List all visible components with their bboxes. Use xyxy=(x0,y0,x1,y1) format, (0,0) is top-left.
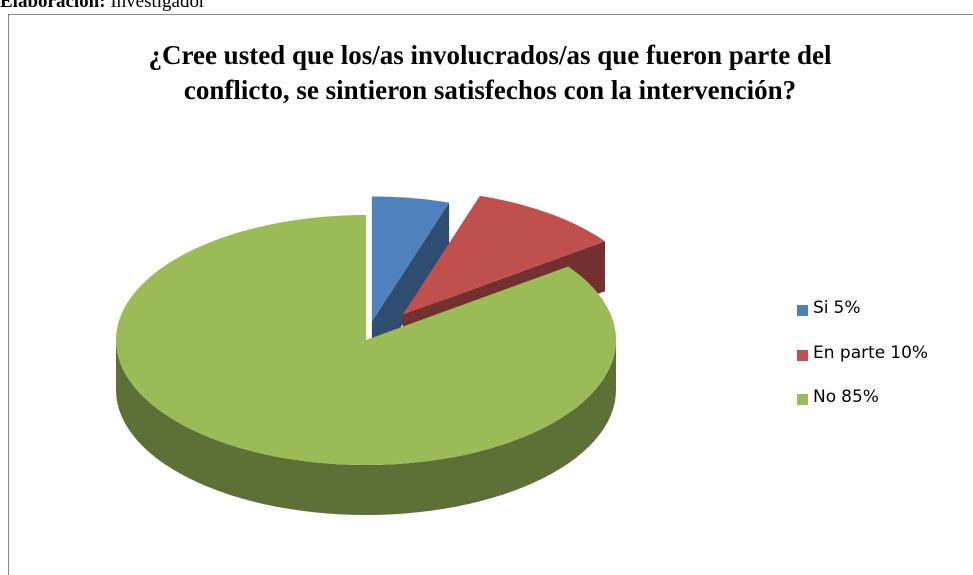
slice xyxy=(371,196,450,322)
slice-wall xyxy=(371,202,450,372)
source-text: Investigador xyxy=(110,0,206,12)
legend-item: En parte 10% xyxy=(797,343,928,388)
legend-item: Si 5% xyxy=(797,298,928,343)
legend-item: No 85% xyxy=(797,387,928,432)
legend: Si 5% En parte 10% No 85% xyxy=(797,298,928,432)
slice-side xyxy=(116,340,616,515)
legend-swatch xyxy=(797,394,808,405)
source-label: Elaboración: xyxy=(0,0,106,12)
slice xyxy=(116,215,616,465)
chart xyxy=(116,195,616,515)
source-note: Elaboración: Investigador xyxy=(0,0,205,13)
legend-swatch xyxy=(797,349,808,361)
legend-value: 10% xyxy=(890,342,929,363)
chart-title: ¿Cree usted que los/as involucrados/as q… xyxy=(148,40,832,105)
legend-label: Si xyxy=(813,298,829,318)
chart-frame xyxy=(8,14,973,575)
legend-value: 85% xyxy=(841,387,879,407)
legend-label: En parte xyxy=(813,342,886,363)
legend-value: 5% xyxy=(833,298,861,318)
slice xyxy=(402,195,605,315)
legend-swatch xyxy=(797,305,808,316)
legend-label: No xyxy=(813,387,837,407)
